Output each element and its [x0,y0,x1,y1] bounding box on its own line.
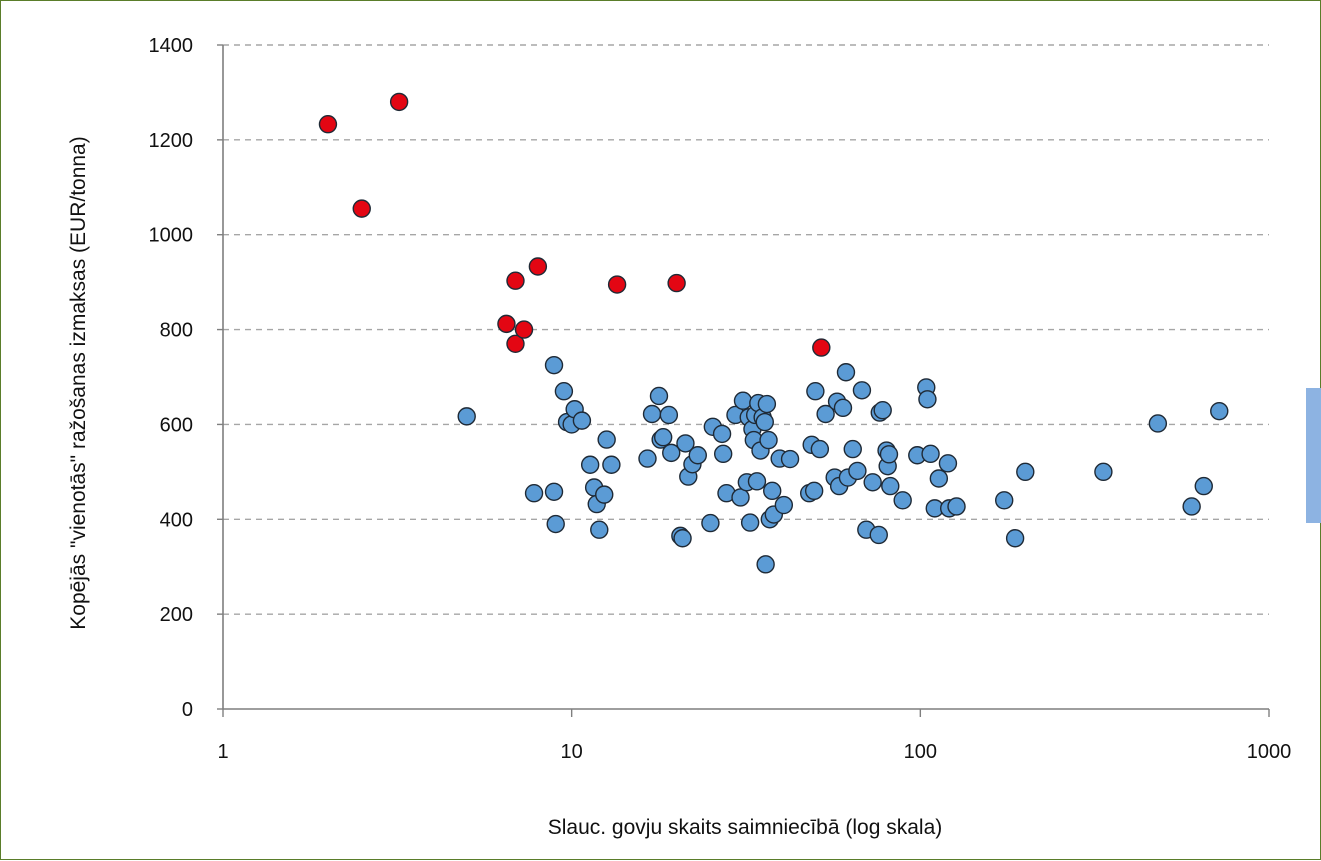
scatter-point [893,491,912,510]
scatter-point [747,472,767,491]
scatter-point [1194,476,1213,496]
scatter-point [389,92,409,112]
scatter-point [816,404,835,424]
scatter-point [514,320,534,339]
scatter-point [653,428,673,447]
scatter-point [318,115,338,134]
scatter-point [673,529,692,548]
scatter-point [759,430,778,450]
scatter-point [848,461,867,481]
scatter-point [642,404,662,424]
scatter-point [873,401,892,420]
scatter-point [506,271,525,290]
scatter-point [506,334,525,353]
scatter-point [554,382,574,401]
x-axis-title: Slauc. govju skaits saimniecībā (log ska… [548,816,943,839]
scatter-point [929,469,949,488]
scatter-point [528,257,548,276]
scatter-point [649,386,669,406]
scatter-point [774,495,794,515]
scatter-point [595,485,614,504]
x-tick-labels: 1 10 100 1000 [217,741,1291,763]
scatter-point [756,555,775,574]
side-tab [1306,388,1321,523]
scatter-point [688,446,707,465]
scatter-point [607,275,627,294]
x-tick-label: 100 [904,741,937,763]
y-tick-label: 1000 [149,225,194,247]
scatter-point [869,525,888,545]
y-tick-label: 600 [160,414,193,436]
scatter-point [712,424,732,444]
scatter-point [352,199,371,218]
scatter-point [780,449,800,469]
scatter-point [602,455,621,474]
scatter-point [659,405,679,425]
scatter-point [1094,462,1113,482]
scatter-point [804,481,824,501]
scatter-point [921,444,940,464]
data-points [318,92,1229,574]
scatter-point [879,445,899,464]
axes [217,44,1270,717]
scatter-point [597,430,616,449]
scatter-point [757,394,777,414]
scatter-point [1182,497,1201,516]
scatter-point [810,439,830,459]
scatter-point [863,473,882,492]
scatter-point [740,513,760,532]
scatter-point [881,476,900,496]
scatter-point [580,455,600,474]
x-tick-label: 10 [561,741,583,763]
scatter-point [843,439,862,459]
scatter-point [833,398,853,418]
scatter-point [676,434,695,453]
scatter-point [572,411,592,430]
scatter-point [544,482,564,501]
y-tick-label: 400 [160,509,193,531]
scatter-point [763,481,782,501]
scatter-point [812,338,831,357]
scatter-point [918,390,937,409]
scatter-point [662,443,681,463]
scatter-point [524,484,544,503]
scatter-point [457,407,476,426]
scatter-point [995,491,1014,510]
scatter-point [701,513,720,533]
scatter-point [733,391,753,410]
y-tick-label: 1400 [149,35,194,57]
y-axis-title: Kopējās "vienotās" ražošanas izmaksas (E… [67,136,90,629]
scatter-point [731,488,750,507]
scatter-point [1005,529,1025,548]
scatter-point [546,514,565,534]
scatter-point [806,382,825,401]
y-tick-label: 200 [160,604,193,626]
scatter-point [590,520,609,539]
y-tick-label: 0 [182,699,193,721]
scatter-point [667,273,686,293]
scatter-point [1148,414,1168,433]
x-tick-label: 1000 [1247,741,1292,763]
scatter-point [1210,401,1229,421]
scatter-point [544,355,564,375]
scatter-point [836,363,856,382]
y-tick-label: 800 [160,320,193,342]
scatter-point [713,444,733,464]
scatter-point [947,497,966,516]
y-tick-label: 1200 [149,130,194,152]
scatter-point [755,412,774,432]
scatter-point [852,381,872,400]
scatter-point [638,449,657,468]
scatter-point [938,454,958,473]
y-tick-labels: 0 200 400 600 800 1000 1200 1400 [149,35,194,721]
scatter-point [1016,462,1035,482]
scatter-point [497,314,516,334]
x-tick-label: 1 [217,741,228,763]
